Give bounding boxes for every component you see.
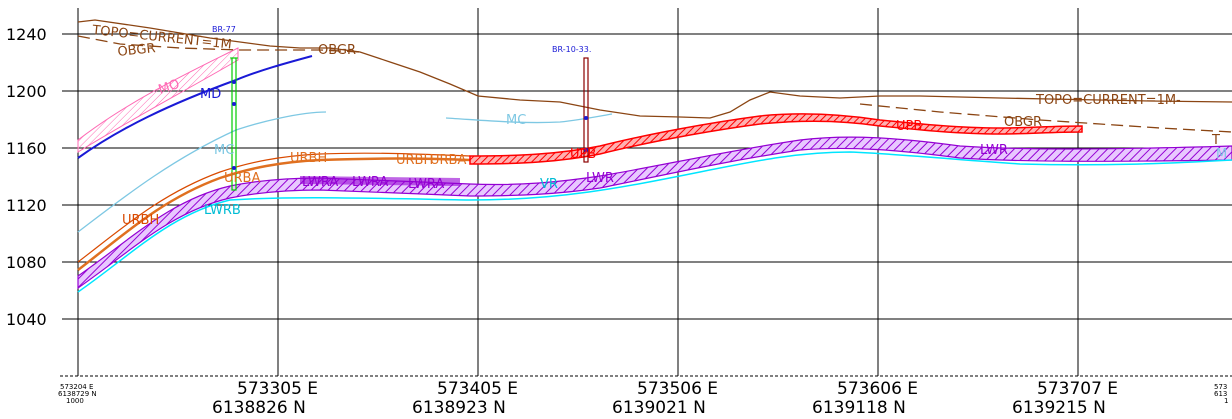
- x-tick-label-n: 6138826 N: [212, 398, 306, 418]
- label-lwra-3: LWRA: [408, 177, 444, 192]
- label-mo: MO: [157, 77, 182, 98]
- x-origin-label-elev: 1000: [66, 397, 84, 405]
- label-lwr-2: LWR: [980, 143, 1008, 158]
- x-tick-label-n: 6139215 N: [1012, 398, 1106, 418]
- lwr-layer-band: [77, 136, 1232, 290]
- borehole-br-10-33-marker: [584, 116, 588, 120]
- x-tick-label-e: 573506 E: [637, 379, 718, 399]
- x-axis-labels: 573204 E 6138729 N 1000 573305 E 6138826…: [58, 379, 1228, 418]
- urbh-line-2: [77, 152, 471, 263]
- label-lwr: LWR: [586, 171, 614, 186]
- label-obgr-mid: OBGR: [318, 43, 356, 58]
- label-urbh: URBH: [290, 151, 327, 166]
- label-upb-2: UPB: [896, 119, 922, 134]
- x-tick-label-n: 6139021 N: [612, 398, 706, 418]
- label-obgr-left: OBGR: [117, 41, 156, 60]
- x-clipped-label: 1: [1224, 397, 1228, 405]
- cyan-line: [77, 151, 1232, 293]
- y-tick-label: 1200: [6, 82, 47, 101]
- label-mc-left: MC: [214, 143, 234, 158]
- y-tick-label: 1120: [6, 196, 47, 215]
- obgr-line: [77, 35, 1232, 133]
- y-tick-label: 1080: [6, 253, 47, 272]
- borehole-br-77-marker: [232, 80, 236, 84]
- mc-line-right: [445, 113, 613, 124]
- label-urba-2: URBA: [430, 153, 466, 168]
- label-urbh-2: URBH: [396, 153, 433, 168]
- borehole-br-10-33-marker: [584, 148, 588, 152]
- borehole-br-10-33[interactable]: BR-10-33.: [552, 45, 591, 163]
- label-mc: MC: [506, 113, 526, 128]
- topo-line: [77, 19, 1232, 119]
- label-obgr-right: OBGR: [1004, 115, 1042, 130]
- upb-layer-band: [469, 113, 1083, 165]
- label-urba: URBA: [224, 171, 260, 186]
- x-tick-label-e: 573707 E: [1037, 379, 1118, 399]
- x-origin-label-e: 573204 E: [60, 383, 93, 391]
- x-tick-label-e: 573305 E: [237, 379, 318, 399]
- label-topo-right: TOPO=CURRENT=1M-: [1035, 93, 1181, 108]
- borehole-br-77-label: BR-77: [212, 25, 236, 34]
- y-tick-label: 1040: [6, 310, 47, 329]
- borehole-br-77[interactable]: BR-77: [212, 25, 238, 191]
- x-tick-label-n: 6139118 N: [812, 398, 906, 418]
- grid: [60, 8, 1232, 377]
- x-tick-label-n: 6138923 N: [412, 398, 506, 418]
- y-tick-label: 1240: [6, 25, 47, 44]
- borehole-br-77-marker: [232, 102, 236, 106]
- label-lwrb: LWRB: [204, 203, 241, 218]
- label-m-right: M: [1216, 147, 1227, 162]
- md-line: [77, 55, 313, 159]
- borehole-br-10-33-casing: [583, 57, 589, 163]
- label-upb: UPB: [570, 147, 596, 162]
- x-tick-label-e: 573405 E: [437, 379, 518, 399]
- y-axis-labels: 1240 1200 1160 1120 1080 1040: [6, 25, 78, 329]
- label-t-right: T: [1211, 133, 1220, 148]
- urbh-line: [77, 157, 471, 271]
- mc-line: [77, 111, 327, 233]
- x-clipped-label: 613: [1214, 390, 1227, 398]
- x-origin-label-n: 6138729 N: [58, 390, 97, 398]
- label-md: MD: [200, 87, 221, 102]
- mo-layer-band: [77, 47, 239, 153]
- borehole-br-77-marker: [232, 166, 236, 170]
- x-tick-label-e: 573606 E: [837, 379, 918, 399]
- borehole-br-10-33-label: BR-10-33.: [552, 45, 591, 54]
- layer-labels: TOPO=CURRENT=1M OBGR OBGR TOPO=CURRENT=1…: [91, 23, 1228, 228]
- y-tick-label: 1160: [6, 139, 47, 158]
- label-vr: VR: [540, 177, 558, 192]
- x-clipped-label: 573: [1214, 383, 1227, 391]
- label-lwra-2: LWRA: [352, 175, 388, 190]
- label-lwra: LWRA: [302, 175, 338, 190]
- label-urbh-left: URBH: [122, 213, 159, 228]
- lwra-band: [300, 176, 460, 186]
